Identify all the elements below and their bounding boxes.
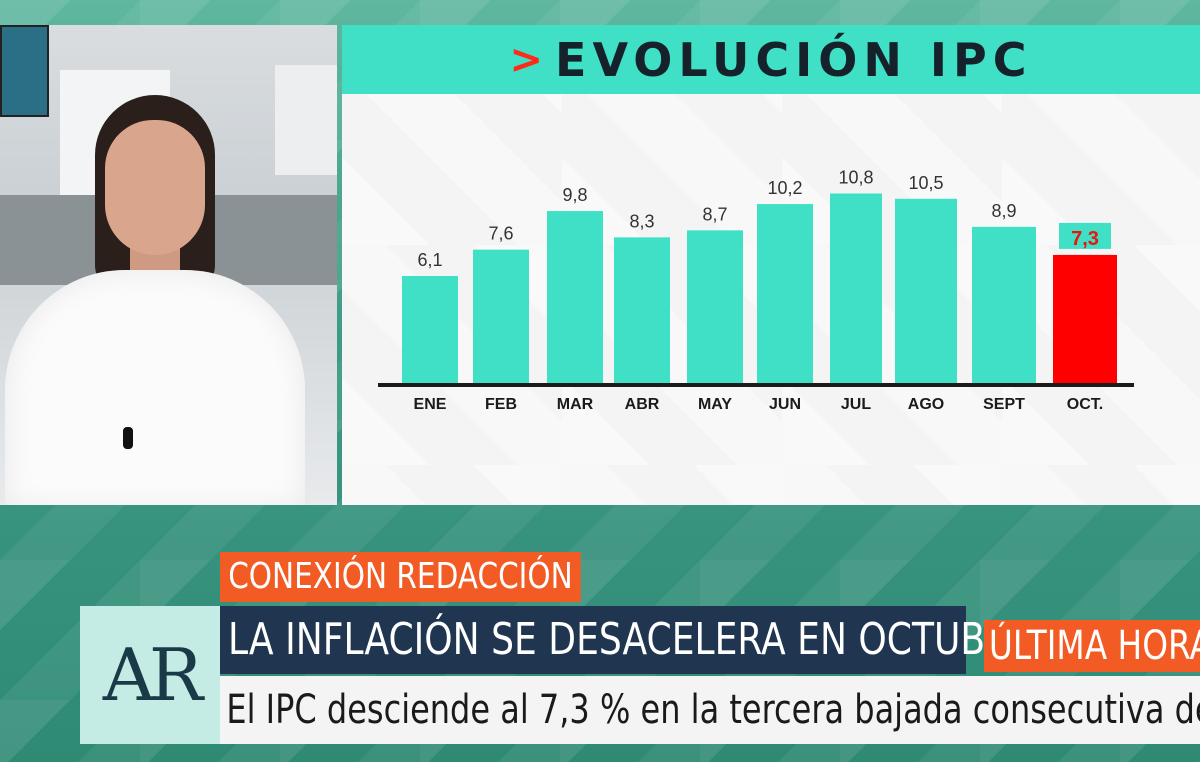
- bar-jun: [757, 204, 813, 383]
- bar-sept: [972, 226, 1036, 383]
- value-label: 8,3: [629, 211, 654, 231]
- category-label: FEB: [485, 396, 517, 413]
- value-label: 8,9: [991, 201, 1016, 221]
- presenter-shirt: [5, 270, 305, 505]
- chart-title-bar: [342, 25, 1200, 94]
- logo-text: AR: [102, 633, 203, 717]
- bar-ene: [402, 275, 458, 383]
- subheadline: El IPC desciende al 7,3 % en la tercera …: [226, 687, 1200, 733]
- bar-jul: [830, 193, 882, 383]
- headline: LA INFLACIÓN SE DESACELERA EN OCTUBRE: [228, 614, 1034, 665]
- lapel-microphone: [123, 427, 133, 449]
- chart-title-text: EVOLUCIÓN IPC: [555, 32, 1033, 87]
- category-label: ABR: [625, 396, 660, 413]
- bar-feb: [473, 249, 529, 383]
- bar-mar: [547, 211, 603, 383]
- category-label: OCT.: [1067, 396, 1103, 413]
- category-label: AGO: [908, 396, 944, 413]
- background-monitor: [0, 25, 49, 117]
- bar-chart: 6,1 ENE 7,6 FEB 9,8 MAR 8,3 ABR 8,7 MAY 10,2 JUN 10,…: [378, 168, 1134, 413]
- headline-background: [220, 606, 966, 674]
- presenter-video: [0, 25, 337, 505]
- value-label: 8,7: [702, 204, 727, 224]
- value-label: 10,5: [908, 173, 943, 193]
- bar-oct: [1053, 254, 1117, 383]
- highlight-label-background: [1059, 222, 1111, 249]
- background-window: [275, 65, 337, 175]
- category-label: MAY: [698, 396, 732, 413]
- category-label: JUN: [769, 396, 801, 413]
- value-label: 10,2: [767, 178, 802, 198]
- breaking-news-badge: ÚLTIMA HORA: [984, 620, 1200, 672]
- value-label: 9,8: [562, 185, 587, 205]
- channel-logo: AR: [80, 606, 220, 744]
- bar-ago: [895, 198, 957, 383]
- value-label: 6,1: [417, 250, 442, 270]
- chart-title: > EVOLUCIÓN IPC: [342, 25, 1200, 94]
- presenter-face: [105, 120, 205, 255]
- value-label: 7,6: [488, 224, 513, 244]
- bar-abr: [614, 237, 670, 383]
- ipc-chart-panel: > EVOLUCIÓN IPC 6,1 ENE 7,6 FEB 9,8 MAR 8,3 ABR…: [342, 25, 1200, 505]
- bar-may: [687, 230, 743, 383]
- value-label: 10,8: [838, 168, 873, 188]
- category-label: ENE: [414, 396, 447, 413]
- breaking-news-label: ÚLTIMA HORA: [988, 623, 1200, 669]
- category-label: SEPT: [983, 396, 1025, 413]
- value-label: 7,3: [1071, 228, 1099, 250]
- subheadline-bar: El IPC desciende al 7,3 % en la tercera …: [220, 676, 1200, 744]
- section-tag: CONEXIÓN REDACCIÓN: [220, 552, 581, 602]
- category-label: MAR: [557, 396, 594, 413]
- category-label: JUL: [841, 396, 871, 413]
- chevron-right-icon: >: [509, 36, 544, 83]
